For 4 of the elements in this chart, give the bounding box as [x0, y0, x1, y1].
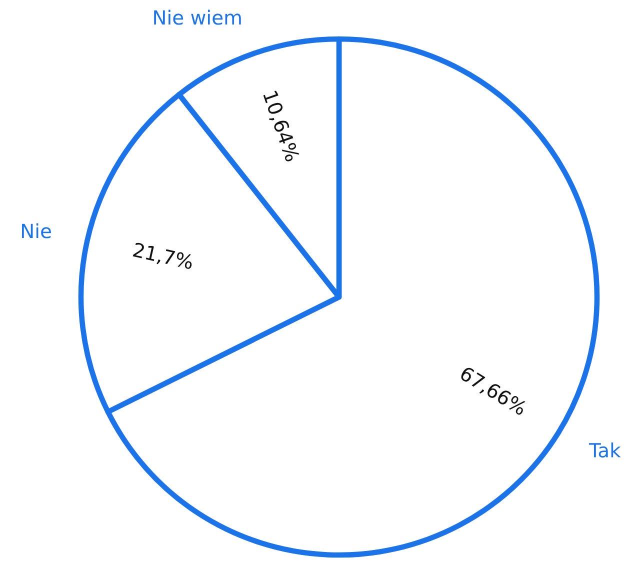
- slice-label: Nie: [22, 223, 51, 238]
- slice-label: Tak: [588, 442, 621, 458]
- slice-label: Nie wiem: [154, 10, 241, 25]
- data-label: 21,7%: [132, 242, 194, 272]
